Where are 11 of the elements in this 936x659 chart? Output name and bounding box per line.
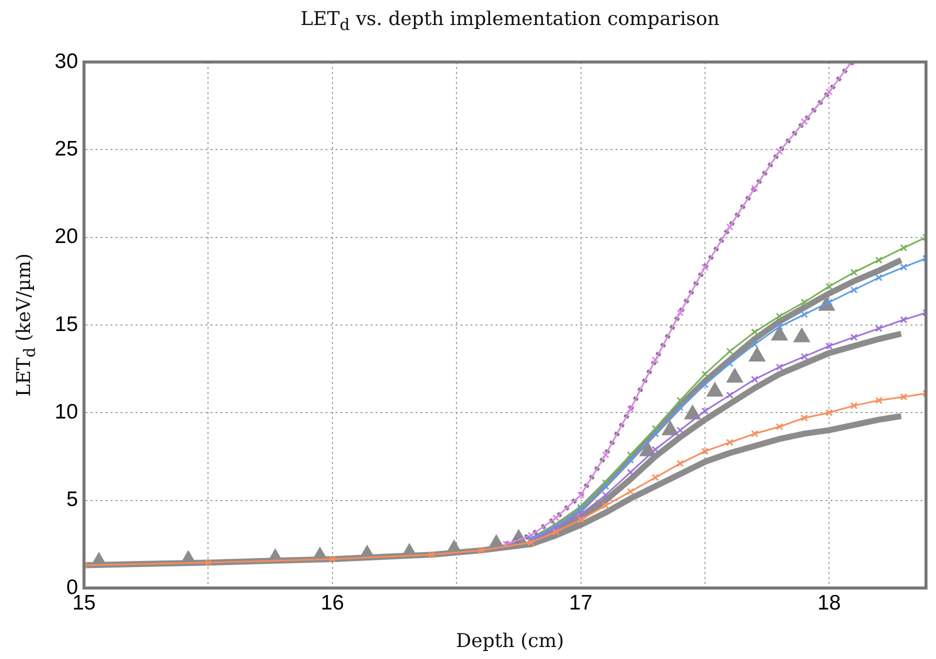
x-tick-label: 16: [320, 591, 344, 614]
chart-title: LET$_{d}$ vs. depth implementation comparison: [299, 8, 721, 34]
y-tick-label: 30: [54, 50, 78, 73]
x-axis-title: Depth (cm): [454, 630, 566, 652]
x-tick-label: 17: [569, 591, 592, 614]
x-tick-label: 18: [817, 591, 841, 614]
y-tick-label: 5: [66, 488, 78, 512]
y-tick-label: 25: [54, 137, 78, 160]
y-tick-label: 15: [54, 312, 78, 336]
y-tick-label: 20: [54, 225, 78, 248]
y-tick-label: 10: [54, 400, 78, 424]
